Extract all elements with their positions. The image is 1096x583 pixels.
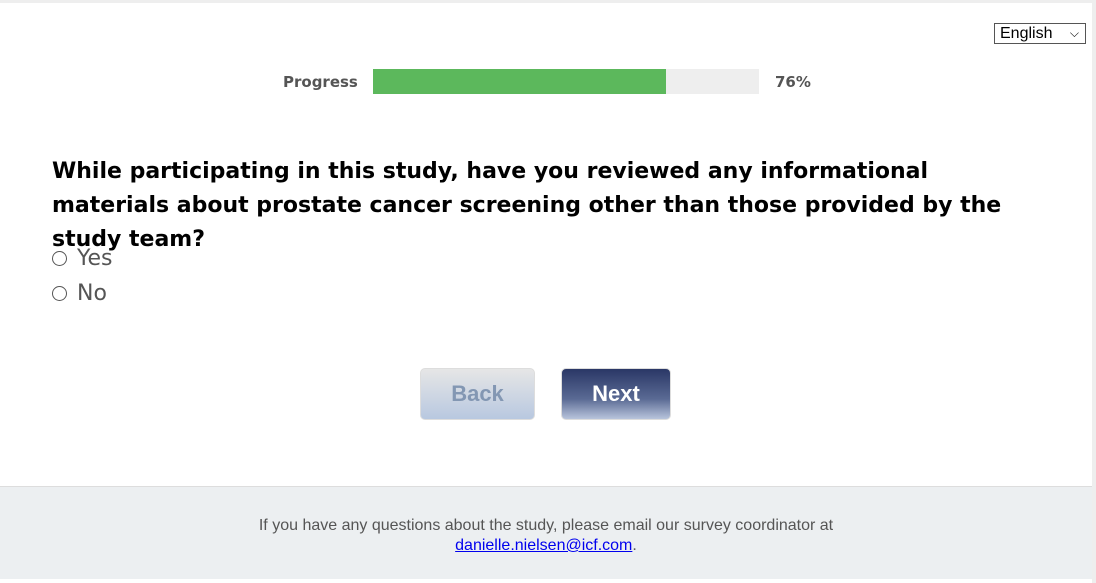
coordinator-email-link[interactable]: danielle.nielsen@icf.com [455,537,633,554]
language-value: English [1000,25,1053,42]
language-select[interactable]: English ⌵ [994,23,1086,44]
option-no[interactable]: No [52,281,107,306]
option-yes[interactable]: Yes [52,246,113,271]
option-label: No [77,281,107,306]
progress-bar [373,69,759,94]
footer-text: If you have any questions about the stud… [258,517,834,534]
radio-button[interactable] [52,286,67,301]
option-label: Yes [77,246,113,271]
progress-label: Progress [283,73,358,91]
question-text: While participating in this study, have … [52,159,1002,252]
progress-percent: 76% [775,73,811,91]
footer-suffix: . [632,537,637,554]
radio-button[interactable] [52,251,67,266]
progress-fill [373,69,667,94]
next-button[interactable]: Next [561,368,671,420]
survey-page: English ⌵ Progress 76% While participatin… [0,3,1092,583]
chevron-down-icon: ⌵ [1069,26,1079,40]
footer: If you have any questions about the stud… [0,486,1092,579]
back-button[interactable]: Back [420,368,535,420]
